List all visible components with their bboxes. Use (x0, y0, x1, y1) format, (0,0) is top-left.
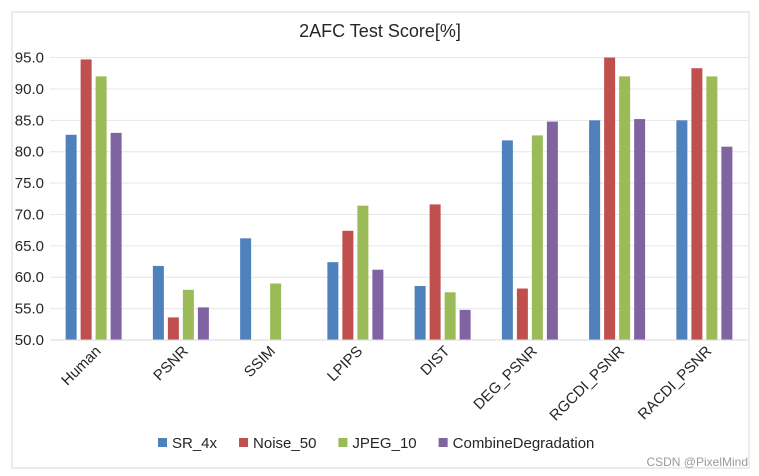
bar-Noise_50-DIST (429, 204, 441, 340)
bar-JPEG_10-SSIM (270, 283, 282, 340)
bar-SR_4x-Human (65, 134, 77, 340)
y-tick-label: 70.0 (15, 206, 44, 223)
bar-JPEG_10-DEG_PSNR (531, 135, 543, 340)
bar-Noise_50-RACDI_PSNR (691, 68, 703, 341)
legend-label: CombineDegradation (453, 435, 595, 452)
legend: SR_4x Noise_50 JPEG_10 CombineDegradation (158, 435, 594, 452)
legend-label: Noise_50 (253, 435, 316, 452)
bar-CombineDegradation-DIST (459, 309, 471, 340)
bar-Noise_50-RGCDI_PSNR (604, 57, 616, 340)
y-tick-label: 85.0 (15, 112, 44, 129)
bar-SR_4x-LPIPS (327, 262, 339, 340)
bar-CombineDegradation-Human (110, 132, 122, 340)
y-tick-label: 95.0 (15, 50, 44, 67)
bar-CombineDegradation-RGCDI_PSNR (634, 119, 646, 340)
bar-JPEG_10-DIST (444, 292, 456, 340)
legend-swatch (158, 438, 167, 447)
legend-swatch (239, 438, 249, 447)
bar-Noise_50-PSNR (167, 317, 179, 340)
grid-lines (50, 57, 748, 310)
y-tick-label: 80.0 (15, 144, 44, 161)
bar-SR_4x-DIST (414, 286, 426, 340)
bar-CombineDegradation-DEG_PSNR (546, 121, 558, 341)
legend-label: SR_4x (172, 435, 218, 452)
y-axis-ticks: 50.0 55.0 60.0 65.0 70.0 75.0 80.0 85.0 90.0 95.0 (15, 50, 44, 349)
bar-JPEG_10-Human (95, 76, 107, 340)
bar-SR_4x-PSNR (152, 265, 164, 340)
bar-SR_4x-RACDI_PSNR (676, 120, 688, 340)
bar-CombineDegradation-PSNR (197, 307, 209, 340)
bar-SR_4x-SSIM (240, 238, 252, 340)
y-tick-label: 60.0 (15, 269, 44, 286)
legend-swatch (338, 438, 348, 447)
bar-SR_4x-RGCDI_PSNR (589, 120, 601, 340)
y-tick-label: 90.0 (15, 81, 44, 98)
bar-Noise_50-DEG_PSNR (516, 288, 528, 340)
bar-JPEG_10-LPIPS (357, 205, 369, 340)
bar-CombineDegradation-LPIPS (372, 269, 384, 340)
bars (65, 57, 733, 341)
y-tick-label: 55.0 (15, 301, 44, 318)
legend-label: JPEG_10 (352, 435, 416, 452)
y-tick-label: 50.0 (15, 332, 44, 349)
bar-JPEG_10-RACDI_PSNR (706, 76, 718, 340)
bar-CombineDegradation-RACDI_PSNR (721, 146, 733, 340)
y-tick-label: 75.0 (15, 175, 44, 192)
bar-JPEG_10-PSNR (182, 289, 194, 340)
legend-swatch (438, 438, 448, 447)
chart-title: 2AFC Test Score[%] (299, 21, 461, 41)
watermark: CSDN @PixelMind (646, 455, 748, 469)
bar-SR_4x-DEG_PSNR (501, 140, 513, 340)
bar-Noise_50-LPIPS (342, 230, 354, 340)
y-tick-label: 65.0 (15, 238, 44, 255)
bar-JPEG_10-RGCDI_PSNR (619, 76, 631, 340)
bar-Noise_50-Human (80, 59, 92, 341)
